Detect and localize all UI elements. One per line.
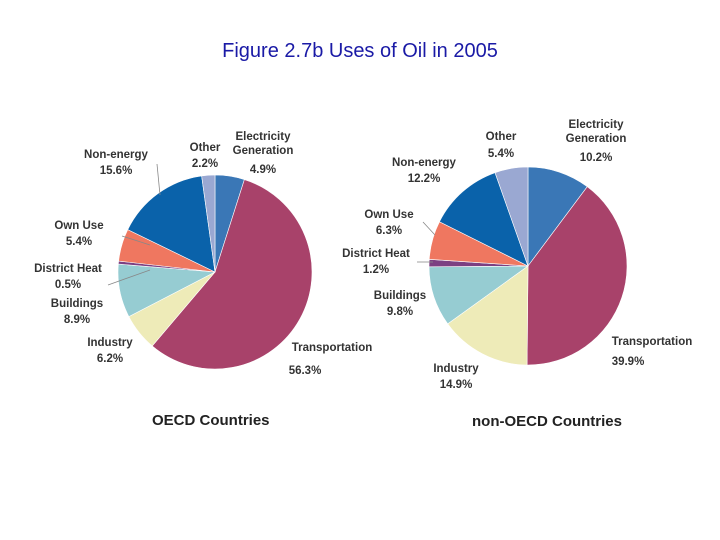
slice-value-district-heat: 1.2% [363, 264, 389, 276]
slice-value-buildings: 8.9% [64, 314, 90, 326]
slice-label-electricity-generation: Electricity [236, 131, 292, 143]
slice-label-electricity-generation: Generation [233, 145, 294, 157]
pie-slice-other [201, 174, 216, 273]
pie-slice-non-energy [439, 172, 529, 267]
slice-value-transportation: 56.3% [289, 365, 322, 377]
pie-slice-other [494, 166, 529, 267]
chart-caption-non-oecd: non-OECD Countries [472, 413, 622, 430]
slice-value-own-use: 5.4% [66, 236, 92, 248]
slice-label-district-heat: District Heat [34, 263, 102, 275]
slice-label-other: Other [190, 142, 221, 154]
slice-label-transportation: Transportation [612, 336, 693, 348]
slice-value-district-heat: 0.5% [55, 279, 81, 291]
page-title: Figure 2.7b Uses of Oil in 2005 [222, 40, 498, 62]
leader-line-own-use [422, 221, 436, 236]
slice-label-other: Other [486, 131, 517, 143]
chart-caption-oecd: OECD Countries [152, 412, 270, 429]
slice-label-industry: Industry [87, 337, 133, 349]
slice-label-non-energy: Non-energy [84, 149, 149, 161]
slice-value-industry: 6.2% [97, 353, 123, 365]
slice-label-buildings: Buildings [51, 298, 103, 310]
slice-label-district-heat: District Heat [342, 248, 410, 260]
slice-value-non-energy: 15.6% [100, 165, 133, 177]
leader-line-district-heat [107, 269, 151, 286]
slice-value-other: 5.4% [488, 148, 514, 160]
slice-label-electricity-generation: Generation [566, 133, 627, 145]
pie-chart-oecd [117, 174, 313, 370]
slice-value-buildings: 9.8% [387, 306, 413, 318]
slice-label-electricity-generation: Electricity [569, 119, 625, 131]
slice-value-industry: 14.9% [440, 379, 473, 391]
slice-value-electricity-generation: 10.2% [580, 152, 613, 164]
slice-value-other: 2.2% [192, 158, 218, 170]
slice-label-transportation: Transportation [292, 342, 373, 354]
slice-label-industry: Industry [433, 363, 479, 375]
slice-value-non-energy: 12.2% [408, 173, 441, 185]
slice-label-own-use: Own Use [364, 209, 413, 221]
slice-label-own-use: Own Use [54, 220, 103, 232]
pie-slice-non-energy [127, 175, 216, 273]
slice-label-non-energy: Non-energy [392, 157, 457, 169]
slice-value-electricity-generation: 4.9% [250, 164, 276, 176]
pie-chart-non-oecd [428, 166, 628, 366]
leader-line-non-energy [156, 163, 161, 196]
pie-slice-transportation [526, 186, 628, 366]
pie-slice-transportation [151, 179, 313, 370]
slice-value-own-use: 6.3% [376, 225, 402, 237]
pie-slice-industry [447, 265, 529, 366]
leader-line-own-use [121, 235, 151, 246]
slice-labels: Electricity Generation 4.9% Transportation 5… [34, 119, 692, 391]
slice-label-buildings: Buildings [374, 290, 426, 302]
slice-value-transportation: 39.9% [612, 356, 645, 368]
